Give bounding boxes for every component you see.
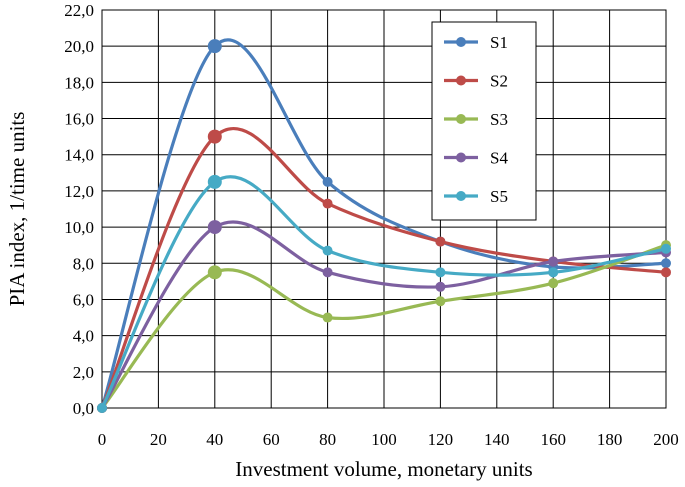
y-axis-ticks: 0,0 2,0 4,0 6,0 8,0 10,0 12,0 14,0 16,0 18,0 20,0 2… xyxy=(64,1,94,418)
x-tick-label: 40 xyxy=(206,430,223,449)
y-tick-label: 6,0 xyxy=(73,290,94,309)
legend-swatch-marker xyxy=(456,75,466,86)
data-point xyxy=(661,267,671,278)
y-tick-label: 22,0 xyxy=(64,1,94,20)
x-tick-label: 200 xyxy=(653,430,679,449)
data-point xyxy=(661,243,671,254)
data-point xyxy=(322,176,333,187)
data-point xyxy=(435,281,446,292)
y-tick-label: 2,0 xyxy=(73,363,94,382)
data-point xyxy=(207,129,222,144)
x-tick-label: 180 xyxy=(597,430,623,449)
data-point xyxy=(322,312,333,323)
x-axis-title: Investment volume, monetary units xyxy=(235,457,532,481)
data-point xyxy=(548,256,559,267)
data-point xyxy=(207,174,222,189)
y-tick-label: 18,0 xyxy=(64,73,94,92)
x-tick-label: 80 xyxy=(319,430,336,449)
legend-swatch-marker xyxy=(456,191,466,201)
x-tick-label: 100 xyxy=(371,430,397,449)
x-tick-label: 20 xyxy=(150,430,167,449)
grid xyxy=(101,9,667,409)
legend-label: S4 xyxy=(490,149,508,168)
y-tick-label: 20,0 xyxy=(64,37,94,56)
x-tick-label: 0 xyxy=(98,430,107,449)
data-point xyxy=(322,198,333,209)
series-layer xyxy=(97,38,671,413)
data-point xyxy=(322,245,333,256)
x-axis-ticks: 0 20 40 60 80 100 120 140 160 180 200 xyxy=(98,430,679,449)
data-point xyxy=(322,267,333,278)
y-tick-label: 4,0 xyxy=(73,327,94,346)
legend-swatch-marker xyxy=(456,37,466,47)
data-point xyxy=(435,267,446,278)
y-tick-label: 14,0 xyxy=(64,146,94,165)
legend-label: S2 xyxy=(490,72,508,91)
y-tick-label: 10,0 xyxy=(64,218,94,237)
data-point xyxy=(661,258,671,269)
data-point xyxy=(207,39,222,54)
x-tick-label: 160 xyxy=(540,430,566,449)
y-axis-title: PIA index, 1/time units xyxy=(5,112,29,307)
y-tick-label: 12,0 xyxy=(64,182,94,201)
legend-swatch-marker xyxy=(456,152,466,163)
y-tick-label: 0,0 xyxy=(73,399,94,418)
data-point xyxy=(435,296,446,307)
data-point xyxy=(435,236,446,247)
data-point xyxy=(97,403,107,413)
data-point xyxy=(207,220,222,235)
legend-label: S5 xyxy=(490,187,508,206)
x-tick-label: 120 xyxy=(428,430,454,449)
legend-label: S1 xyxy=(490,33,508,52)
series-s5 xyxy=(97,174,671,413)
legend-swatch-marker xyxy=(456,114,466,124)
x-tick-label: 140 xyxy=(484,430,510,449)
plot-area xyxy=(101,9,667,409)
data-point xyxy=(548,267,559,278)
legend-label: S3 xyxy=(490,110,508,129)
legend: S1 S2 S3 S4 S5 xyxy=(431,21,537,221)
data-point xyxy=(548,278,559,289)
series-s4 xyxy=(97,220,671,413)
legend-box xyxy=(431,21,537,221)
data-point xyxy=(207,265,222,280)
x-tick-label: 60 xyxy=(263,430,280,449)
y-tick-label: 16,0 xyxy=(64,110,94,129)
y-tick-label: 8,0 xyxy=(73,254,94,273)
